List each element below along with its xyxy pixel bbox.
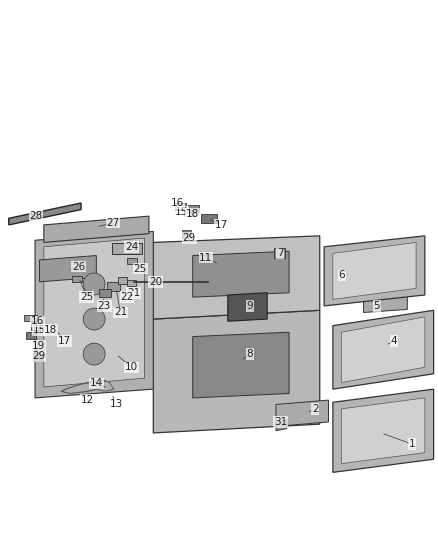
- Polygon shape: [342, 398, 425, 464]
- Bar: [175, 203, 186, 209]
- Text: 15: 15: [175, 207, 188, 217]
- Bar: [274, 248, 285, 258]
- Text: 1: 1: [408, 439, 415, 449]
- Polygon shape: [39, 255, 96, 282]
- Text: 9: 9: [246, 301, 253, 311]
- Polygon shape: [153, 310, 320, 433]
- Polygon shape: [228, 293, 267, 321]
- Text: 15: 15: [33, 325, 46, 335]
- Text: 6: 6: [338, 270, 345, 280]
- Polygon shape: [193, 251, 289, 297]
- Circle shape: [83, 343, 105, 365]
- Text: 31: 31: [274, 417, 287, 427]
- Text: 8: 8: [246, 349, 253, 359]
- Bar: [201, 214, 217, 223]
- Polygon shape: [193, 332, 289, 398]
- Text: 17: 17: [215, 220, 228, 230]
- Bar: [26, 332, 36, 339]
- Bar: [72, 276, 82, 282]
- Polygon shape: [9, 203, 81, 225]
- Polygon shape: [44, 238, 145, 387]
- Bar: [112, 243, 142, 254]
- Text: 25: 25: [80, 292, 93, 302]
- Polygon shape: [324, 236, 425, 306]
- Text: 21: 21: [114, 308, 127, 318]
- Bar: [127, 280, 136, 286]
- Text: 4: 4: [391, 336, 398, 346]
- Text: 26: 26: [72, 262, 85, 271]
- Text: 14: 14: [90, 378, 103, 389]
- Bar: [127, 258, 137, 264]
- Text: 5: 5: [373, 301, 380, 311]
- Bar: [24, 314, 37, 321]
- Text: 28: 28: [29, 211, 42, 221]
- Bar: [182, 230, 191, 238]
- Bar: [99, 289, 111, 297]
- Circle shape: [83, 273, 105, 295]
- Text: 21: 21: [127, 288, 140, 298]
- Polygon shape: [153, 236, 320, 319]
- Polygon shape: [364, 295, 407, 312]
- Text: 12: 12: [81, 395, 94, 405]
- Text: 27: 27: [106, 217, 120, 228]
- Text: 17: 17: [58, 336, 71, 346]
- Circle shape: [83, 308, 105, 330]
- Polygon shape: [342, 317, 425, 383]
- Bar: [118, 278, 127, 284]
- Polygon shape: [333, 310, 434, 389]
- Text: 29: 29: [183, 233, 196, 243]
- Polygon shape: [333, 389, 434, 472]
- Polygon shape: [276, 420, 287, 431]
- Text: 11: 11: [199, 253, 212, 263]
- Text: 20: 20: [149, 277, 162, 287]
- Polygon shape: [276, 400, 328, 426]
- Polygon shape: [333, 243, 416, 300]
- Text: 7: 7: [277, 248, 284, 259]
- Text: 24: 24: [125, 242, 138, 252]
- Polygon shape: [44, 216, 149, 243]
- Text: 13: 13: [110, 399, 123, 409]
- Bar: [107, 282, 120, 290]
- Bar: [33, 353, 42, 361]
- Text: 29: 29: [32, 351, 45, 361]
- Text: 18: 18: [186, 209, 199, 219]
- Text: 19: 19: [32, 341, 45, 351]
- Bar: [31, 322, 42, 330]
- Bar: [188, 205, 199, 212]
- Bar: [184, 209, 194, 216]
- Text: 23: 23: [98, 301, 111, 311]
- Text: 2: 2: [312, 404, 319, 414]
- Text: 10: 10: [125, 362, 138, 372]
- Text: 16: 16: [31, 316, 44, 326]
- Text: 25: 25: [134, 264, 147, 273]
- Text: 16: 16: [171, 198, 184, 208]
- Text: 18: 18: [44, 325, 57, 335]
- Text: 22: 22: [120, 292, 134, 302]
- Polygon shape: [35, 231, 153, 398]
